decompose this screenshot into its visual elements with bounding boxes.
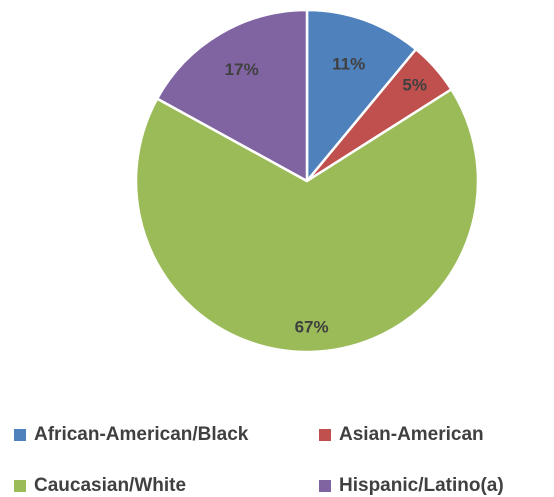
legend-label: Hispanic/Latino(a): [339, 475, 504, 496]
legend-label: African-American/Black: [34, 424, 249, 445]
legend-item-caucasian: Caucasian/White: [14, 475, 186, 497]
pie-data-labels: 11% 5% 67% 17%: [225, 55, 427, 337]
slice-african-american: [305, 8, 418, 183]
legend-label: Caucasian/White: [34, 475, 187, 496]
legend-item-hispanic: Hispanic/Latino(a): [319, 475, 504, 497]
legend-label: Asian-American: [339, 424, 484, 445]
legend-swatch: [319, 429, 331, 441]
legend-swatch: [14, 429, 26, 441]
slice-hispanic: [155, 8, 309, 183]
pie-slices: [134, 8, 480, 354]
pie-chart: 11% 5% 67% 17%: [134, 8, 480, 354]
legend-item-african-american: African-American/Black: [14, 424, 248, 446]
slice-caucasian: [134, 88, 480, 354]
data-label-african-american: 11%: [332, 55, 365, 74]
legend-swatch: [14, 480, 26, 492]
legend-item-asian-american: Asian-American: [319, 424, 484, 446]
data-label-hispanic: 17%: [225, 60, 259, 79]
data-label-asian-american: 5%: [402, 75, 427, 94]
legend-swatch: [319, 480, 331, 492]
data-label-caucasian: 67%: [295, 317, 329, 336]
